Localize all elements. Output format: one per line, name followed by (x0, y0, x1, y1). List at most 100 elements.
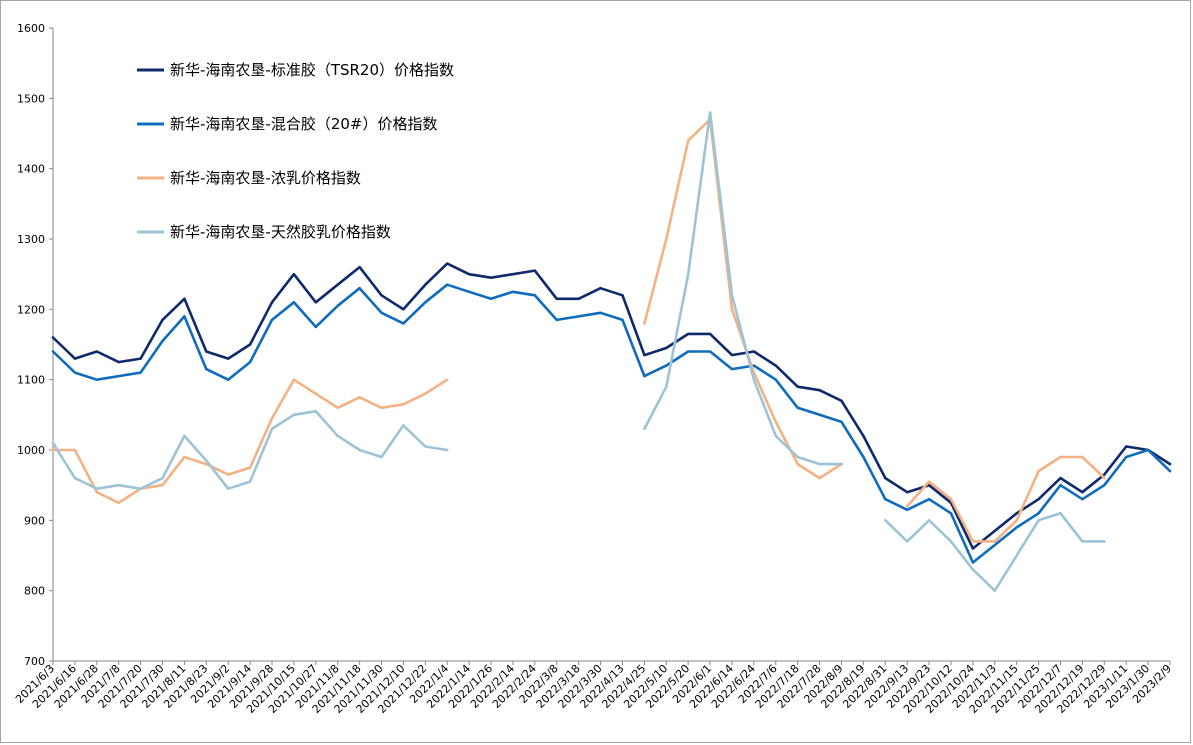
data-point (51, 336, 55, 339)
data-point (577, 315, 580, 318)
y-tick-label: 1100 (17, 374, 45, 387)
data-point (402, 322, 405, 325)
series-line-4 (643, 111, 843, 466)
data-point (1037, 469, 1040, 473)
data-point (292, 272, 296, 276)
data-point (314, 410, 318, 413)
data-point (949, 512, 953, 515)
data-point (818, 462, 821, 466)
y-tick-label: 700 (24, 655, 45, 668)
data-point (774, 378, 777, 381)
data-point (402, 308, 405, 311)
data-point (489, 276, 493, 279)
data-point (533, 294, 537, 297)
data-point (183, 315, 186, 318)
y-tick-label: 1200 (17, 303, 45, 316)
data-point (270, 427, 274, 431)
series-line-4 (884, 511, 1106, 592)
series-layer (51, 111, 1172, 592)
data-point (227, 357, 230, 360)
series-line-3 (905, 455, 1106, 543)
data-point (161, 476, 164, 480)
data-point (971, 561, 975, 564)
data-point (358, 265, 361, 269)
data-point (402, 403, 405, 406)
data-point (51, 350, 55, 353)
data-point (424, 283, 427, 286)
data-point (621, 318, 624, 322)
data-point (796, 462, 799, 466)
legend-label: 新华-海南农垦-天然胶乳价格指数 (170, 223, 391, 241)
data-point (1103, 483, 1106, 487)
legend: 新华-海南农垦-标准胶（TSR20）价格指数新华-海南农垦-混合胶（20#）价格… (137, 61, 454, 241)
data-point (336, 304, 339, 308)
data-point (51, 441, 55, 445)
data-point (905, 491, 909, 494)
data-point (336, 283, 339, 286)
data-point (752, 350, 756, 353)
data-point (774, 434, 777, 438)
data-point (424, 445, 427, 448)
data-point (665, 346, 668, 350)
data-point (446, 262, 449, 265)
data-point (511, 272, 515, 276)
series-line-1 (51, 262, 1172, 550)
data-point (205, 350, 208, 353)
data-point (73, 448, 77, 452)
data-point (446, 448, 449, 452)
data-point (314, 392, 318, 395)
data-point (905, 508, 909, 511)
data-point (161, 318, 164, 322)
data-point (665, 385, 668, 388)
data-point (818, 476, 821, 480)
data-point (818, 389, 821, 392)
data-point (73, 357, 77, 360)
data-point (927, 483, 931, 487)
data-point (643, 322, 646, 325)
data-point (139, 371, 142, 374)
data-point (1059, 476, 1062, 480)
data-point (292, 413, 296, 417)
data-point (1168, 462, 1172, 466)
data-point (708, 332, 712, 336)
legend-label: 新华-海南农垦-混合胶（20#）价格指数 (170, 115, 437, 133)
data-point (380, 406, 383, 409)
data-point (489, 297, 493, 300)
data-point (51, 448, 55, 452)
data-point (1081, 540, 1084, 543)
data-point (270, 301, 274, 304)
data-point (643, 374, 646, 378)
data-point (927, 480, 931, 483)
data-point (1103, 473, 1106, 476)
data-point (117, 501, 120, 504)
data-point (971, 547, 975, 550)
data-point (183, 434, 186, 438)
data-point (227, 473, 230, 476)
data-point (139, 357, 142, 360)
data-point (774, 364, 777, 367)
data-point (117, 374, 120, 378)
data-point (380, 311, 383, 315)
data-point (314, 325, 318, 329)
data-point (927, 519, 931, 522)
data-point (599, 287, 602, 290)
data-point (1015, 554, 1018, 557)
data-point (248, 343, 252, 346)
data-point (73, 476, 77, 480)
data-point (1015, 526, 1018, 529)
data-point (446, 378, 449, 381)
data-point (905, 505, 909, 508)
data-point (796, 455, 799, 459)
series-line-3 (51, 378, 449, 505)
data-point (467, 272, 471, 276)
data-point (358, 287, 361, 290)
data-point (796, 385, 799, 388)
data-point (993, 589, 996, 592)
data-point (314, 301, 318, 304)
data-point (95, 487, 99, 490)
data-point (95, 350, 99, 353)
data-point (686, 350, 690, 353)
data-point (205, 367, 208, 371)
data-point (117, 483, 120, 487)
